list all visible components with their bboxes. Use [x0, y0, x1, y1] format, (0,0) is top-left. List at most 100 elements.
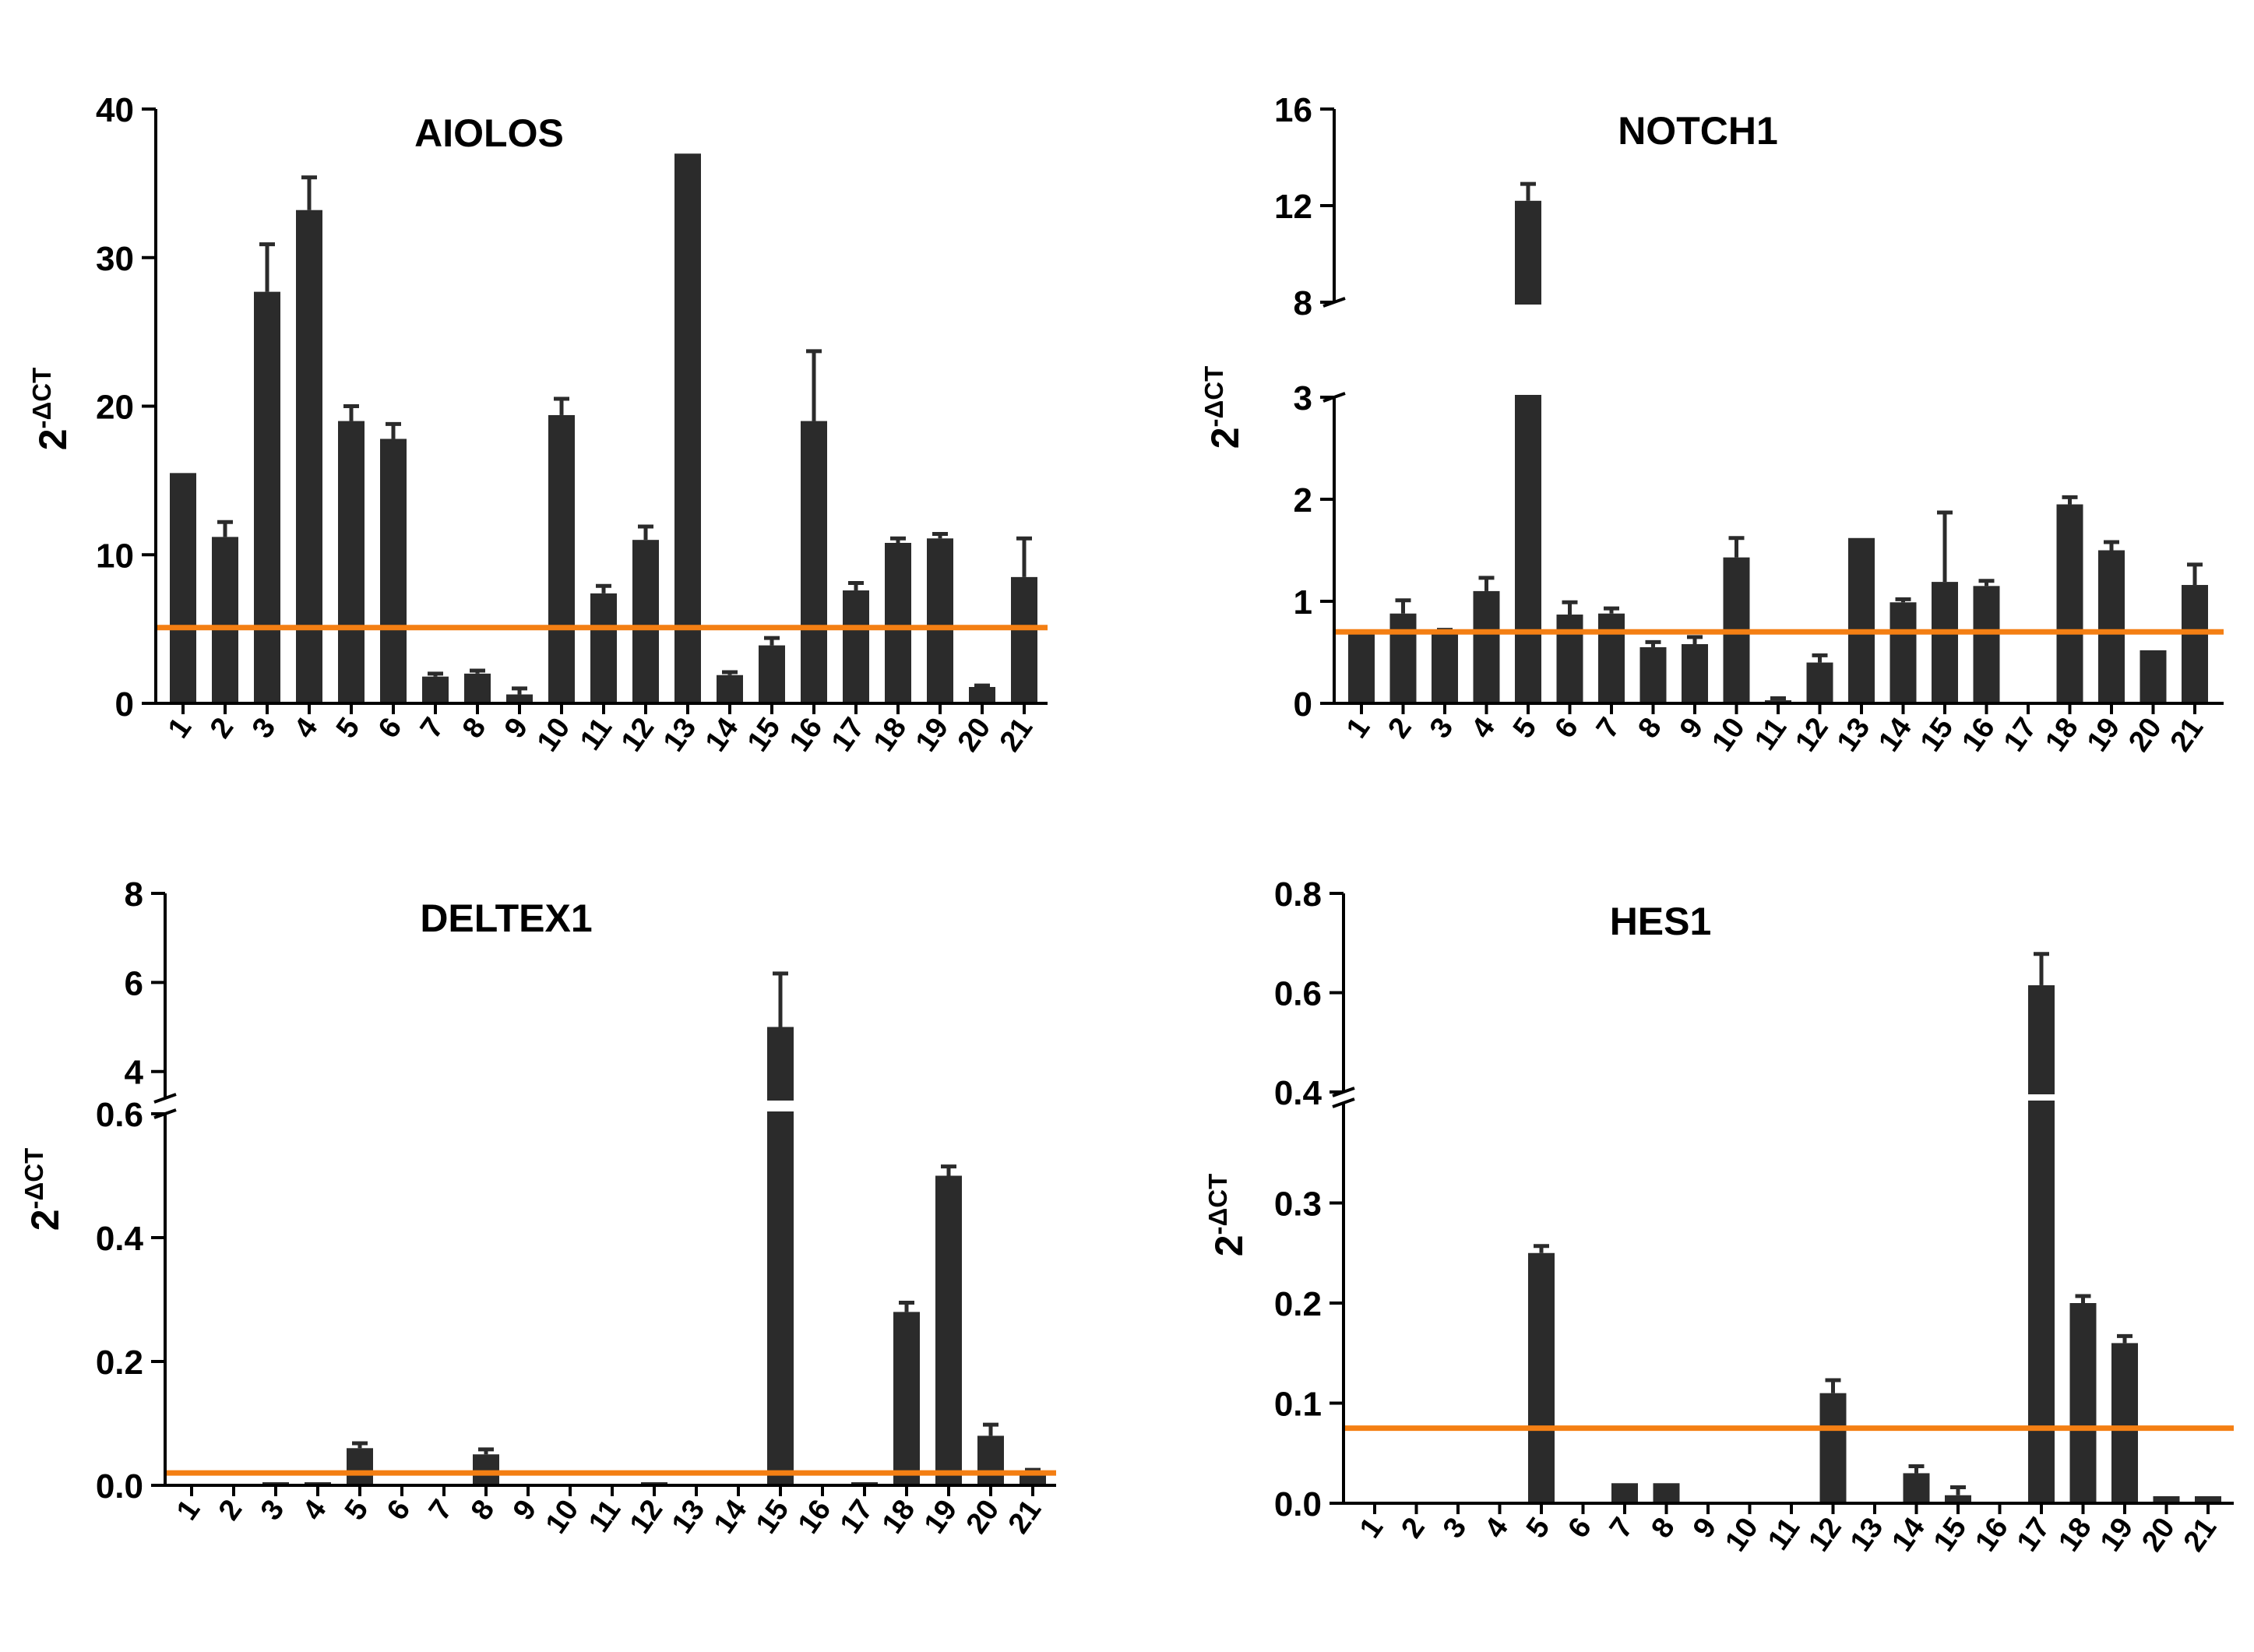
- y-tick-label: 0.8: [1274, 875, 1322, 914]
- bar: [1653, 1483, 1680, 1503]
- bar: [1020, 1473, 1046, 1485]
- bar: [2111, 1343, 2138, 1503]
- axis-break-mark: [1332, 1097, 1355, 1108]
- y-tick-label: 0.6: [96, 1096, 143, 1134]
- bar: [1682, 644, 1708, 703]
- bar: [1903, 1473, 1930, 1503]
- bar: [1973, 586, 2000, 703]
- bar: [1639, 646, 1667, 703]
- bar-break-gap: [2027, 1094, 2056, 1101]
- bar: [212, 537, 238, 703]
- y-tick-label: 40: [96, 91, 134, 129]
- y-axis-label: 2-ΔCT: [27, 368, 75, 451]
- bar: [717, 675, 743, 703]
- y-tick-label: 0: [115, 685, 134, 724]
- bar: [2140, 650, 2167, 703]
- bar: [843, 590, 869, 703]
- bar: [590, 593, 617, 703]
- bar: [767, 1027, 794, 1485]
- y-tick-label: 3: [1294, 379, 1312, 417]
- y-tick-label: 0.3: [1274, 1185, 1322, 1224]
- bar: [1806, 662, 1833, 703]
- y-tick-label: 0: [1294, 685, 1312, 724]
- y-tick-label: 8: [1294, 284, 1312, 322]
- bar: [1848, 537, 1875, 703]
- bar: [977, 1435, 1004, 1485]
- y-tick-label: 8: [125, 875, 143, 914]
- bar: [1528, 1252, 1555, 1503]
- bar: [170, 473, 196, 703]
- bar: [935, 1175, 962, 1485]
- y-tick-label: 0.0: [1274, 1485, 1322, 1523]
- y-axis-label-base: 2: [1207, 1235, 1251, 1256]
- y-tick-label: 0.1: [1274, 1386, 1322, 1424]
- bar: [1389, 613, 1417, 703]
- y-axis-label-base: 2: [23, 1209, 67, 1231]
- bar: [2153, 1496, 2180, 1503]
- y-tick-label: 1: [1294, 583, 1312, 622]
- y-axis-label: 2-ΔCT: [1199, 366, 1247, 449]
- y-axis-label: 2-ΔCT: [19, 1148, 67, 1231]
- bar: [1932, 582, 1958, 703]
- y-axis-label-superscript: -ΔCT: [1203, 1174, 1232, 1235]
- bar: [1945, 1495, 1971, 1503]
- bar: [338, 421, 365, 703]
- chart-title: AIOLOS: [414, 111, 564, 155]
- y-tick-label: 0.6: [1274, 975, 1322, 1013]
- bar: [506, 694, 533, 703]
- bar: [969, 687, 995, 703]
- bar: [1598, 613, 1625, 703]
- bar: [893, 1312, 920, 1485]
- bar-break-gap: [766, 1101, 795, 1111]
- bar: [380, 439, 407, 703]
- bar: [473, 1454, 499, 1485]
- bar: [2028, 985, 2055, 1503]
- bar: [1348, 633, 1375, 703]
- bar: [674, 153, 701, 704]
- y-axis-label-base: 2: [31, 428, 75, 450]
- y-tick-label: 0.2: [96, 1344, 143, 1382]
- y-tick-label: 12: [1274, 188, 1312, 226]
- bar: [2056, 504, 2083, 703]
- bar: [1011, 576, 1037, 703]
- bar: [347, 1448, 373, 1485]
- bar-break-gap: [1513, 305, 1543, 395]
- axis-break-mark: [153, 1093, 177, 1104]
- y-tick-label: 10: [96, 537, 134, 575]
- bar: [1556, 615, 1583, 703]
- bar: [1515, 200, 1541, 703]
- y-tick-label: 30: [96, 240, 134, 278]
- bar: [2182, 585, 2208, 703]
- y-tick-label: 16: [1274, 91, 1312, 129]
- bar: [885, 542, 911, 703]
- y-axis-label-superscript: -ΔCT: [1199, 366, 1228, 428]
- y-tick-label: 0.0: [96, 1467, 143, 1506]
- bar: [548, 414, 575, 703]
- y-axis-label-superscript: -ΔCT: [27, 368, 56, 429]
- bar: [2098, 550, 2125, 703]
- y-tick-label: 2: [1294, 481, 1312, 520]
- bar: [464, 673, 491, 703]
- bar: [422, 676, 449, 703]
- y-tick-label: 4: [125, 1054, 144, 1092]
- bar: [1819, 1393, 1847, 1503]
- y-tick-label: 0.4: [1274, 1074, 1322, 1112]
- y-tick-label: 20: [96, 389, 134, 427]
- bar: [1889, 602, 1917, 703]
- y-tick-label: 6: [125, 964, 143, 1002]
- y-axis-label: 2-ΔCT: [1203, 1174, 1251, 1257]
- bar: [2069, 1303, 2097, 1503]
- bar: [254, 291, 280, 703]
- bar: [296, 210, 322, 704]
- bar: [1611, 1483, 1638, 1503]
- y-axis-label-base: 2: [1203, 427, 1247, 449]
- bar: [1432, 632, 1458, 703]
- y-tick-label: 0.2: [1274, 1285, 1322, 1323]
- bar: [1473, 590, 1500, 703]
- bar: [2195, 1496, 2221, 1503]
